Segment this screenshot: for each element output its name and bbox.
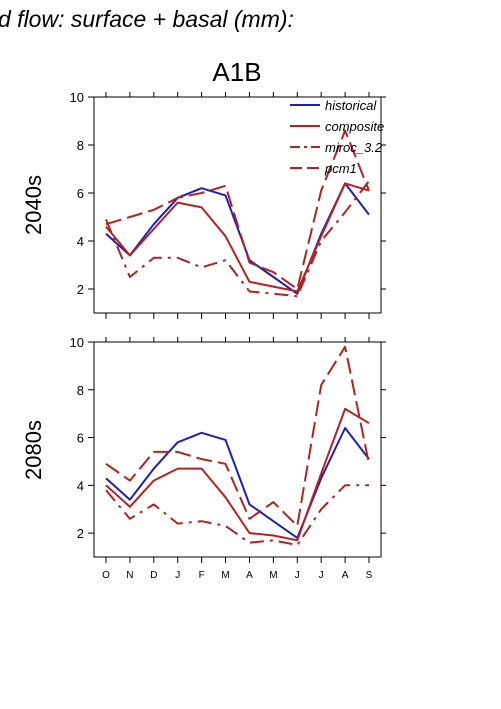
x-tick-label: N xyxy=(126,570,133,581)
series-line-pcm1 xyxy=(105,129,370,290)
series-line-pcm1 xyxy=(105,345,370,527)
x-tick-label: A xyxy=(342,570,349,581)
legend-label: historical xyxy=(325,98,377,113)
chart-panel-2080s: 2 4 6 8 10 O N D J F M A M J J A S 2080s xyxy=(21,335,386,581)
legend-label: composite xyxy=(325,119,384,134)
x-tick-label: M xyxy=(269,570,277,581)
y-axis-label: 2080s xyxy=(21,420,46,480)
plot-frame xyxy=(93,96,382,314)
x-tick-label: J xyxy=(295,570,300,581)
y-tick-label: 10 xyxy=(70,335,84,350)
y-tick-label: 8 xyxy=(77,383,84,398)
x-tick-label: J xyxy=(175,570,180,581)
x-tick-label: A xyxy=(246,570,253,581)
x-tick-label: O xyxy=(102,570,110,581)
y-tick-label: 6 xyxy=(77,431,84,446)
x-tick-label: M xyxy=(221,570,229,581)
legend-label: miroc_3.2 xyxy=(325,140,383,155)
y-axis-label: 2040s xyxy=(21,175,46,235)
series-line-composite xyxy=(105,407,370,542)
y-tick-label: 4 xyxy=(77,478,84,493)
y-tick-label: 6 xyxy=(77,186,84,201)
scenario-title: A1B xyxy=(212,57,261,87)
legend: historical composite miroc_3.2 pcm1 xyxy=(290,98,384,176)
x-tick-label: D xyxy=(150,570,157,581)
x-tick-label: S xyxy=(366,570,373,581)
series-line-miroc-3-2 xyxy=(105,484,369,547)
x-tick-label: J xyxy=(319,570,324,581)
x-tick-label: F xyxy=(199,570,205,581)
chart-panel-2040s: 2 4 6 8 10 2040s historical composite miroc_3.2p… xyxy=(21,90,386,319)
series-line-miroc-3-2 xyxy=(105,180,370,298)
y-tick-label: 8 xyxy=(77,138,84,153)
series-line-historical xyxy=(105,427,370,539)
plot-frame xyxy=(93,341,382,558)
series-line-composite xyxy=(105,182,370,293)
figure-header: d flow: surface + basal (mm): xyxy=(0,6,294,32)
legend-label: pcm1 xyxy=(324,161,357,176)
y-tick-label: 2 xyxy=(77,282,84,297)
y-tick-label: 10 xyxy=(70,90,84,105)
y-tick-label: 4 xyxy=(77,234,84,249)
y-tick-label: 2 xyxy=(77,526,84,541)
